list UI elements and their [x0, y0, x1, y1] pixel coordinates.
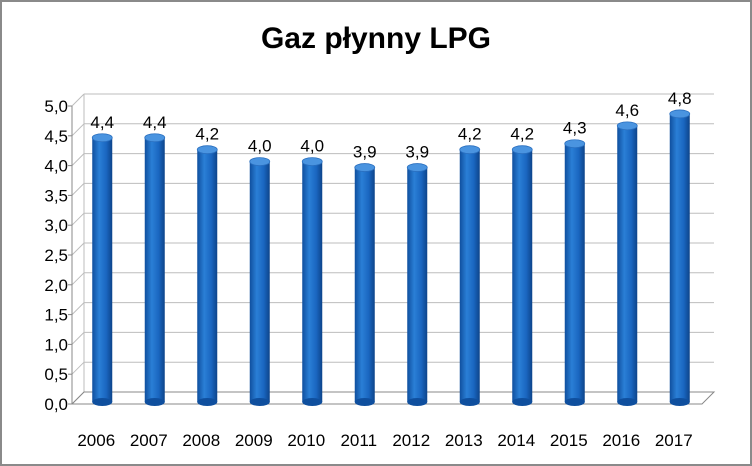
x-tick-label: 2010 — [287, 431, 325, 450]
bar-top-2007 — [144, 133, 166, 143]
y-tick-label: 3,5 — [44, 186, 68, 205]
bar-2017 — [669, 113, 690, 403]
bar-top-2012 — [406, 163, 428, 172]
y-tick-label: 1,0 — [44, 335, 68, 354]
bar-top-2014 — [511, 145, 533, 155]
bar-2010 — [302, 161, 323, 402]
y-tick-label: 1,5 — [44, 306, 68, 325]
gridline-side — [71, 183, 85, 196]
bar-bottom-2007 — [144, 398, 165, 406]
bar-top-2017 — [669, 109, 691, 119]
bar-bottom-2015 — [564, 398, 585, 406]
bar-2016 — [617, 125, 638, 402]
bar-2015 — [564, 143, 585, 402]
bar-bottom-2011 — [354, 398, 375, 406]
data-label-2013: 4,2 — [458, 125, 482, 144]
gridline-side — [71, 123, 85, 137]
bar-2009 — [249, 161, 270, 402]
gridline-side — [71, 212, 85, 226]
bar-top-2016 — [616, 121, 638, 131]
bar-top-2006 — [91, 133, 113, 143]
data-label-2008: 4,2 — [195, 125, 219, 144]
bar-bottom-2010 — [302, 398, 323, 406]
x-tick-label: 2017 — [655, 431, 693, 450]
x-tick-label: 2012 — [392, 431, 430, 450]
gridline-side — [71, 93, 85, 107]
bar-2006 — [92, 137, 113, 402]
data-label-2010: 4,0 — [300, 137, 324, 156]
bar-bottom-2016 — [617, 398, 638, 406]
bar-2008 — [197, 149, 218, 402]
x-tick-label: 2008 — [182, 431, 220, 450]
bar-2007 — [144, 137, 165, 402]
x-tick-label: 2006 — [77, 431, 115, 450]
bar-top-2010 — [301, 157, 323, 167]
bar-top-2011 — [354, 163, 376, 172]
data-label-2007: 4,4 — [143, 113, 167, 132]
x-tick-label: 2013 — [445, 431, 483, 450]
bar-top-2013 — [459, 145, 481, 155]
x-tick-label: 2011 — [340, 431, 377, 450]
y-tick-label: 5,0 — [44, 97, 68, 116]
y-tick-label: 4,5 — [44, 127, 68, 146]
x-tick-label: 2007 — [130, 431, 168, 450]
bar-top-2009 — [249, 157, 271, 167]
gridline-side — [71, 242, 85, 256]
y-tick-label: 4,0 — [44, 157, 68, 176]
data-label-2011: 3,9 — [353, 143, 377, 162]
gridline-side — [71, 153, 85, 166]
data-label-2015: 4,3 — [563, 119, 587, 138]
bar-bottom-2008 — [197, 398, 218, 406]
y-tick-label: 0,5 — [44, 365, 68, 384]
data-label-2017: 4,8 — [668, 89, 692, 108]
gridline-side — [71, 302, 85, 315]
bar-bottom-2014 — [512, 398, 533, 406]
data-label-2006: 4,4 — [90, 113, 114, 132]
x-tick-label: 2014 — [497, 431, 535, 450]
bar-bottom-2012 — [407, 398, 428, 406]
bar-2011 — [354, 167, 375, 402]
gridline-side — [71, 332, 85, 345]
chart-title: Gaz płynny LPG — [260, 22, 492, 55]
bar-2013 — [459, 149, 480, 402]
y-tick-label: 0,0 — [44, 395, 68, 414]
bar-2012 — [407, 167, 428, 402]
x-axis-floor — [70, 391, 716, 405]
bar-top-2008 — [196, 145, 218, 155]
y-tick-label: 3,0 — [44, 216, 68, 235]
data-label-2009: 4,0 — [248, 137, 272, 156]
x-tick-label: 2009 — [235, 431, 273, 450]
x-tick-label: 2015 — [550, 431, 588, 450]
y-tick-label: 2,0 — [44, 276, 68, 295]
bar-bottom-2017 — [669, 398, 690, 406]
gridline-side — [71, 361, 85, 375]
data-label-2014: 4,2 — [510, 125, 534, 144]
bar-2014 — [512, 149, 533, 402]
x-tick-label: 2016 — [602, 431, 640, 450]
data-label-2012: 3,9 — [405, 143, 429, 162]
y-tick-label: 2,5 — [44, 246, 68, 265]
data-label-2016: 4,6 — [615, 101, 639, 120]
bar-top-2015 — [564, 139, 586, 149]
bar-bottom-2009 — [249, 398, 270, 406]
bar-bottom-2006 — [92, 398, 113, 406]
bar-bottom-2013 — [459, 398, 480, 406]
gridline-side — [71, 272, 85, 286]
